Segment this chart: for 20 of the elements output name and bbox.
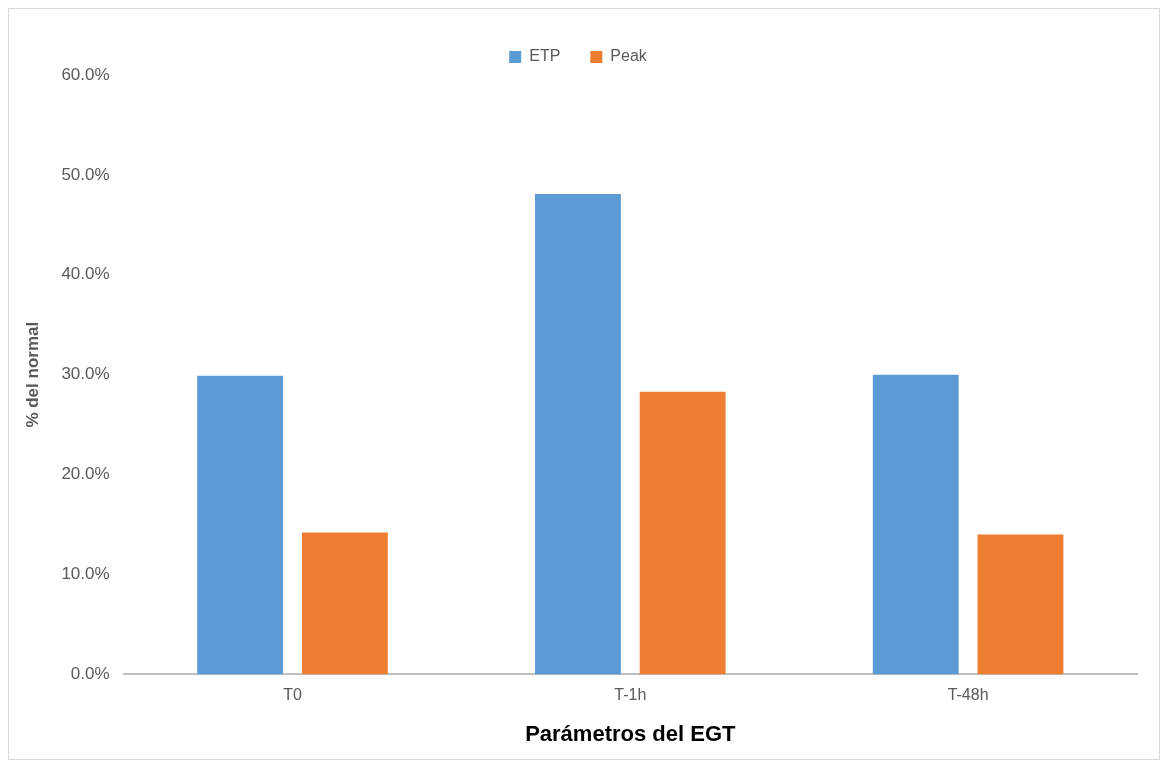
legend-label: ETP <box>529 47 561 65</box>
x-tick-label: T-1h <box>614 686 647 704</box>
bar <box>977 534 1064 675</box>
bar <box>301 532 388 675</box>
y-tick-label: 0.0% <box>70 664 110 684</box>
bar <box>639 391 726 675</box>
x-axis-title: Parámetros del EGT <box>525 720 737 746</box>
legend-label: Peak <box>610 47 648 65</box>
y-axis-title: % del normal <box>22 321 42 428</box>
x-tick-label: T-48h <box>947 686 989 704</box>
bar <box>872 374 959 675</box>
y-tick-label: 50.0% <box>61 164 110 184</box>
y-tick-label: 40.0% <box>61 264 110 284</box>
bar <box>535 193 621 675</box>
y-tick-label: 60.0% <box>61 64 110 84</box>
y-tick-label: 30.0% <box>61 364 110 384</box>
bar <box>197 375 284 675</box>
y-tick-label: 10.0% <box>61 564 110 584</box>
x-tick-label: T0 <box>283 686 302 704</box>
y-tick-label: 20.0% <box>61 464 110 484</box>
